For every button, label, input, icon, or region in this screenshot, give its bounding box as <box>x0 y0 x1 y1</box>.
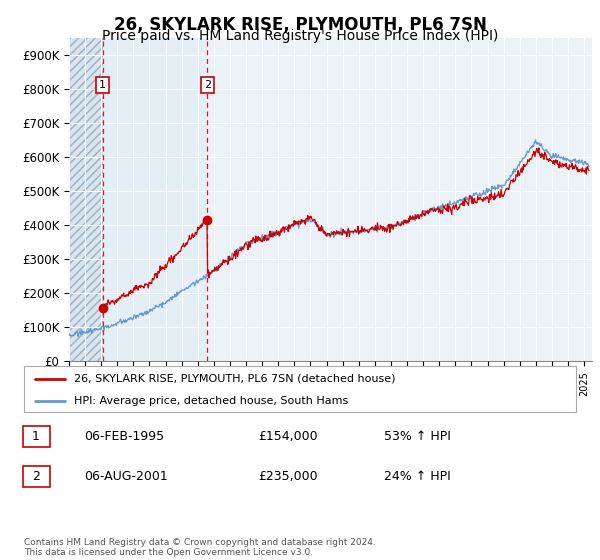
Text: 1: 1 <box>99 80 106 90</box>
Text: HPI: Average price, detached house, South Hams: HPI: Average price, detached house, Sout… <box>74 396 348 407</box>
Text: 1: 1 <box>32 430 40 443</box>
Bar <box>69 38 103 361</box>
Text: 26, SKYLARK RISE, PLYMOUTH, PL6 7SN: 26, SKYLARK RISE, PLYMOUTH, PL6 7SN <box>113 16 487 34</box>
Text: £154,000: £154,000 <box>258 430 317 443</box>
Bar <box>103 38 207 361</box>
Text: 24% ↑ HPI: 24% ↑ HPI <box>384 470 451 483</box>
Text: £235,000: £235,000 <box>258 470 317 483</box>
Text: Price paid vs. HM Land Registry's House Price Index (HPI): Price paid vs. HM Land Registry's House … <box>102 29 498 43</box>
Text: 06-AUG-2001: 06-AUG-2001 <box>84 470 168 483</box>
Text: 53% ↑ HPI: 53% ↑ HPI <box>384 430 451 443</box>
Text: 06-FEB-1995: 06-FEB-1995 <box>84 430 164 443</box>
Text: 2: 2 <box>204 80 211 90</box>
Text: 26, SKYLARK RISE, PLYMOUTH, PL6 7SN (detached house): 26, SKYLARK RISE, PLYMOUTH, PL6 7SN (det… <box>74 374 395 384</box>
Text: 2: 2 <box>32 470 40 483</box>
Text: Contains HM Land Registry data © Crown copyright and database right 2024.
This d: Contains HM Land Registry data © Crown c… <box>24 538 376 557</box>
